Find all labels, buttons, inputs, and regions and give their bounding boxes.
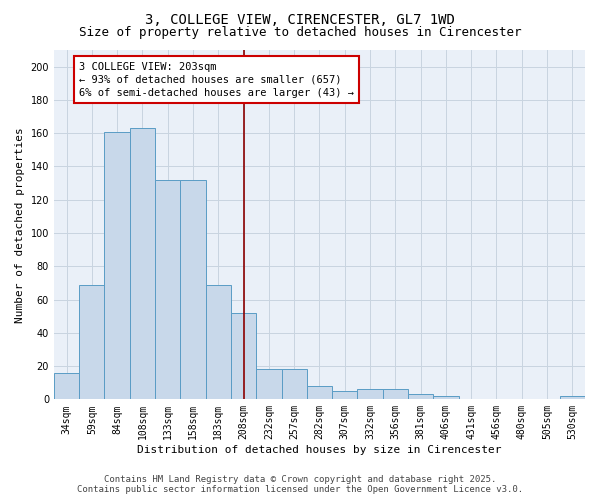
Bar [560, 396, 585, 400]
Bar [256, 370, 281, 400]
Bar [231, 313, 256, 400]
Text: 3 COLLEGE VIEW: 203sqm
← 93% of detached houses are smaller (657)
6% of semi-det: 3 COLLEGE VIEW: 203sqm ← 93% of detached… [79, 62, 354, 98]
Bar [206, 284, 231, 400]
Text: Contains HM Land Registry data © Crown copyright and database right 2025.
Contai: Contains HM Land Registry data © Crown c… [77, 474, 523, 494]
Text: 3, COLLEGE VIEW, CIRENCESTER, GL7 1WD: 3, COLLEGE VIEW, CIRENCESTER, GL7 1WD [145, 12, 455, 26]
Bar [408, 394, 433, 400]
Bar [54, 372, 79, 400]
Y-axis label: Number of detached properties: Number of detached properties [15, 127, 25, 322]
Bar [307, 386, 332, 400]
Bar [358, 390, 383, 400]
X-axis label: Distribution of detached houses by size in Cirencester: Distribution of detached houses by size … [137, 445, 502, 455]
Bar [130, 128, 155, 400]
Bar [155, 180, 181, 400]
Bar [79, 284, 104, 400]
Text: Size of property relative to detached houses in Cirencester: Size of property relative to detached ho… [79, 26, 521, 39]
Bar [332, 391, 358, 400]
Bar [281, 370, 307, 400]
Bar [104, 132, 130, 400]
Bar [433, 396, 458, 400]
Bar [383, 390, 408, 400]
Bar [181, 180, 206, 400]
